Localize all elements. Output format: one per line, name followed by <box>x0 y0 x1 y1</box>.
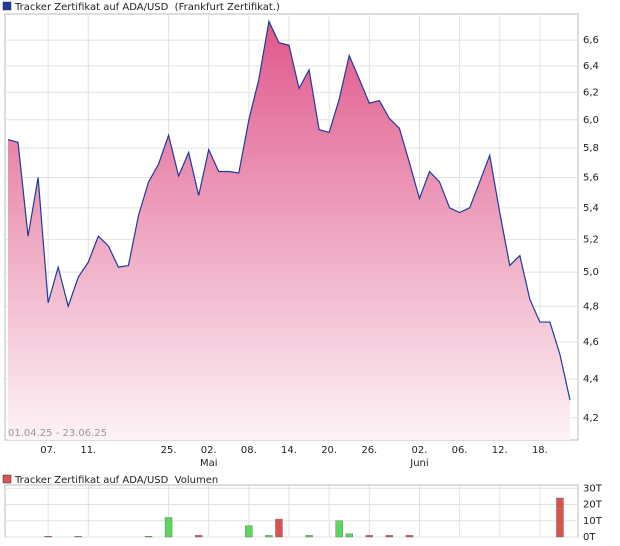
month-label: Juni <box>409 458 428 469</box>
y-tick-label: 5,6 <box>583 172 599 183</box>
volume-bar <box>556 497 564 538</box>
volume-title: Tracker Zertifikat auf ADA/USD Volumen <box>14 475 218 486</box>
y-tick-label: 6,6 <box>583 35 599 46</box>
x-tick-label: 12. <box>492 445 508 456</box>
volume-bar <box>144 535 153 538</box>
x-tick-label: 20. <box>321 445 337 456</box>
y-tick-label: 5,8 <box>583 143 599 154</box>
y-tick-label: 30T <box>583 483 603 494</box>
x-tick-label: 25. <box>161 445 177 456</box>
volume-bar <box>335 520 343 538</box>
y-tick-label: 6,2 <box>583 87 599 98</box>
month-label: Mai <box>200 458 218 469</box>
y-tick-label: 4,6 <box>583 337 599 348</box>
x-tick-label: 06. <box>452 445 468 456</box>
chart-title: Tracker Zertifikat auf ADA/USD (Frankfur… <box>14 2 280 13</box>
volume-bar <box>275 518 283 538</box>
volume-bar <box>245 525 253 538</box>
x-tick-label: 02. <box>201 445 217 456</box>
volume-bar <box>405 535 414 538</box>
x-tick-label: 14. <box>281 445 297 456</box>
volume-bar <box>194 535 203 538</box>
y-tick-label: 4,8 <box>583 301 599 312</box>
volume-bar <box>345 533 353 538</box>
volume-bar <box>44 535 52 538</box>
volume-bar <box>365 535 373 538</box>
volume-bar <box>265 535 273 538</box>
y-tick-label: 5,4 <box>583 203 599 214</box>
volume-bar <box>74 535 82 538</box>
y-tick-label: 0T <box>583 532 596 543</box>
volume-bar <box>385 535 394 538</box>
date-range: 01.04.25 - 23.06.25 <box>8 428 107 439</box>
x-tick-label: 08. <box>241 445 257 456</box>
plot-area <box>4 484 579 538</box>
y-tick-label: 20T <box>583 500 603 511</box>
area-fill <box>8 21 570 440</box>
y-tick-label: 5,0 <box>583 267 599 278</box>
x-tick-label: 07. <box>40 445 56 456</box>
volume-bar <box>305 535 313 538</box>
x-tick-label: 26. <box>361 445 377 456</box>
legend-swatch <box>2 1 12 11</box>
y-tick-label: 6,0 <box>583 115 599 126</box>
y-tick-label: 5,2 <box>583 234 599 245</box>
price-line <box>7 19 571 401</box>
volume-bar <box>164 517 173 538</box>
legend-swatch <box>2 474 12 484</box>
x-tick-label: 18. <box>532 445 548 456</box>
y-tick-label: 6,4 <box>583 61 599 72</box>
x-tick-label: 11. <box>80 445 96 456</box>
y-tick-label: 4,2 <box>583 413 599 424</box>
x-tick-label: 02. <box>412 445 428 456</box>
y-tick-label: 4,4 <box>583 374 599 385</box>
y-tick-label: 10T <box>583 516 603 527</box>
